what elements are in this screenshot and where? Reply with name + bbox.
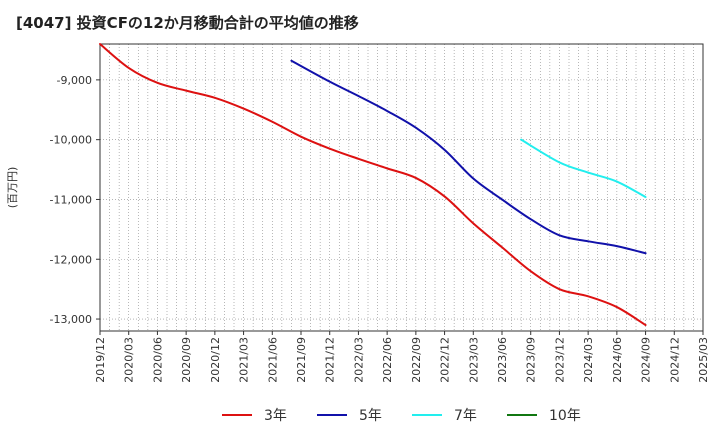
x-tick-label: 2024/03: [582, 337, 595, 383]
x-tick-label: 2023/12: [553, 337, 566, 383]
plot-frame: [99, 43, 704, 332]
series-line-7年: [520, 138, 647, 199]
y-tick-label: -10,000: [50, 134, 92, 147]
x-tick-label: 2020/12: [209, 337, 222, 383]
x-tick-label: 2021/06: [266, 337, 279, 383]
x-tick-label: 2022/12: [439, 337, 452, 383]
legend-label: 7年: [454, 408, 477, 424]
chart-title: [4047] 投資CFの12か月移動合計の平均値の推移: [16, 14, 359, 32]
x-tick-label: 2022/06: [381, 337, 394, 383]
plot-background: [100, 44, 703, 331]
x-tick-label: 2025/03: [697, 337, 710, 383]
x-tick-label: 2021/09: [295, 337, 308, 383]
y-tick-label: -13,000: [50, 313, 92, 326]
x-tick-label: 2024/06: [611, 337, 624, 383]
x-tick-label: 2020/06: [151, 337, 164, 383]
y-tick-label: -11,000: [50, 193, 92, 206]
x-tick-label: 2020/03: [123, 337, 136, 383]
x-tick-label: 2023/03: [467, 337, 480, 383]
legend: 3年 5年 7年 10年: [222, 408, 581, 424]
legend-label: 5年: [359, 408, 382, 424]
y-tick-label: -9,000: [57, 74, 92, 87]
legend-label: 3年: [264, 408, 287, 424]
x-tick-label: 2023/06: [496, 337, 509, 383]
legend-label: 10年: [549, 408, 581, 424]
x-tick-label: 2022/09: [410, 337, 423, 383]
y-tick-label: -12,000: [50, 253, 92, 266]
x-tick-label: 2024/12: [668, 337, 681, 383]
x-tick-label: 2019/12: [94, 337, 107, 383]
series-line-3年: [99, 43, 647, 327]
x-tick-label: 2021/03: [238, 337, 251, 383]
x-tick-label: 2020/09: [180, 337, 193, 383]
x-tick-label: 2022/03: [352, 337, 365, 383]
x-tick-label: 2021/12: [324, 337, 337, 383]
y-axis-label: (百万円): [6, 167, 19, 209]
series-line-5年: [290, 59, 647, 255]
x-tick-label: 2024/09: [640, 337, 653, 383]
x-tick-label: 2023/09: [525, 337, 538, 383]
